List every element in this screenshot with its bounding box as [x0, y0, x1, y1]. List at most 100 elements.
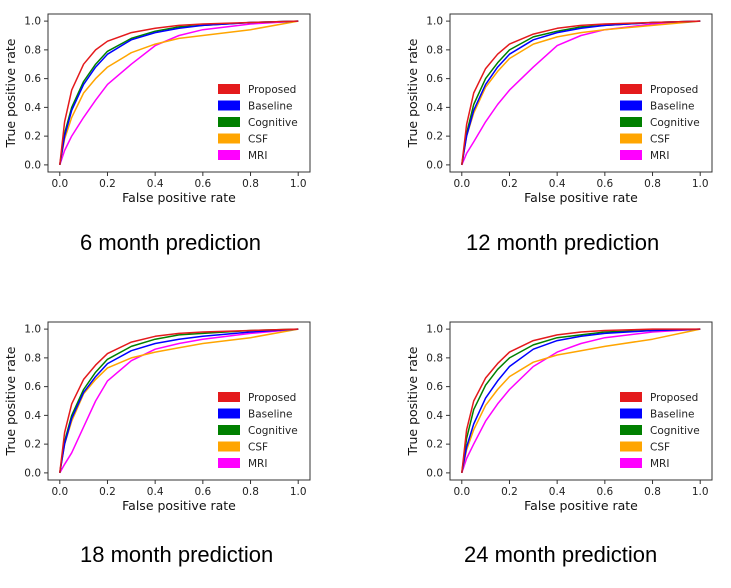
x-tick-label: 0.8 — [242, 486, 259, 498]
series-line-cognitive — [59, 328, 299, 474]
x-tick-label: 1.0 — [290, 486, 307, 498]
y-tick-label: 0.4 — [24, 102, 41, 114]
y-tick-label: 0.4 — [426, 102, 443, 114]
legend-swatch-cognitive — [620, 117, 642, 127]
series-line-mri — [461, 328, 701, 474]
caption-18-month: 18 month prediction — [80, 542, 274, 567]
x-axis-label: False positive rate — [122, 190, 236, 205]
roc-chart-6-month: 0.0 0.2 0.4 0.6 0.8 1.0 0.0 0.2 0.4 0.6 0.8 1.0 Fals… — [3, 13, 311, 205]
y-tick-label: 0.8 — [426, 352, 443, 364]
legend-swatch-csf — [620, 133, 642, 144]
series-line-proposed — [59, 328, 299, 473]
legend-swatch-csf — [620, 441, 642, 452]
series-line-baseline — [59, 20, 299, 166]
y-axis-label: True positive rate — [405, 38, 420, 148]
x-axis-label: False positive rate — [524, 498, 638, 513]
legend-label-proposed: Proposed — [248, 84, 296, 96]
legend-swatch-mri — [218, 150, 240, 160]
plot-frame — [449, 321, 713, 481]
x-tick-label: 1.0 — [692, 486, 709, 498]
legend-swatch-cognitive — [218, 425, 240, 435]
plot-frame — [47, 13, 311, 173]
series-line-baseline — [461, 20, 701, 166]
y-tick-label: 0.2 — [24, 439, 41, 451]
legend-swatch-proposed — [620, 84, 642, 94]
x-tick-label: 0.8 — [644, 178, 661, 190]
roc-chart-24-month: 0.0 0.2 0.4 0.6 0.8 1.0 0.0 0.2 0.4 0.6 0.8 1.0 Fals… — [405, 321, 713, 513]
x-tick-label: 0.2 — [501, 486, 518, 498]
series-line-csf — [461, 328, 701, 474]
legend-swatch-mri — [620, 458, 642, 468]
x-tick-label: 0.0 — [453, 486, 470, 498]
y-tick-label: 0.8 — [24, 352, 41, 364]
legend-label-mri: MRI — [248, 458, 267, 470]
x-tick-label: 0.0 — [51, 178, 68, 190]
series-line-mri — [59, 20, 299, 166]
y-tick-label: 0.6 — [426, 73, 443, 85]
legend-swatch-mri — [218, 458, 240, 468]
y-tick-label: 1.0 — [24, 16, 41, 28]
y-tick-label: 0.2 — [24, 131, 41, 143]
y-axis-label: True positive rate — [3, 38, 18, 148]
caption-12-month: 12 month prediction — [466, 230, 660, 255]
y-tick-label: 0.0 — [426, 467, 443, 479]
y-axis-label: True positive rate — [405, 346, 420, 456]
legend-label-csf: CSF — [650, 134, 670, 146]
roc-panel-6-month: 0.0 0.2 0.4 0.6 0.8 1.0 0.0 0.2 0.4 0.6 0.8 1.0 Fals… — [0, 0, 360, 280]
series-line-mri — [59, 328, 299, 474]
legend-label-cognitive: Cognitive — [650, 425, 700, 437]
series-line-proposed — [59, 20, 299, 165]
legend-swatch-baseline — [620, 100, 642, 111]
series-line-proposed — [461, 328, 701, 473]
x-axis-label: False positive rate — [122, 498, 236, 513]
legend-swatch-mri — [620, 150, 642, 160]
y-tick-label: 0.2 — [426, 439, 443, 451]
x-tick-label: 0.2 — [99, 486, 116, 498]
legend-swatch-proposed — [218, 84, 240, 94]
legend-label-proposed: Proposed — [650, 84, 698, 96]
legend-label-baseline: Baseline — [650, 409, 695, 421]
x-tick-label: 0.6 — [596, 178, 613, 190]
legend-swatch-proposed — [620, 392, 642, 402]
y-tick-label: 0.4 — [426, 410, 443, 422]
plot-frame — [449, 13, 713, 173]
legend-swatch-csf — [218, 133, 240, 144]
y-tick-label: 0.0 — [24, 467, 41, 479]
legend-swatch-cognitive — [218, 117, 240, 127]
legend-swatch-baseline — [620, 408, 642, 419]
legend-label-baseline: Baseline — [248, 409, 293, 421]
roc-chart-12-month: 0.0 0.2 0.4 0.6 0.8 1.0 0.0 0.2 0.4 0.6 0.8 1.0 Fals… — [405, 13, 713, 205]
series-line-baseline — [59, 328, 299, 474]
roc-panel-18-month: 0.0 0.2 0.4 0.6 0.8 1.0 0.0 0.2 0.4 0.6 0.8 1.0 Fals… — [0, 308, 360, 588]
x-tick-label: 0.2 — [99, 178, 116, 190]
series-line-cognitive — [461, 328, 701, 474]
legend-label-cognitive: Cognitive — [650, 117, 700, 129]
caption-6-month: 6 month prediction — [80, 230, 261, 255]
y-tick-label: 0.6 — [24, 381, 41, 393]
legend-swatch-cognitive — [620, 425, 642, 435]
x-tick-label: 1.0 — [290, 178, 307, 190]
legend-label-mri: MRI — [650, 150, 669, 162]
y-tick-label: 1.0 — [426, 324, 443, 336]
x-tick-label: 0.6 — [596, 486, 613, 498]
x-tick-label: 0.4 — [549, 486, 566, 498]
legend-label-cognitive: Cognitive — [248, 117, 298, 129]
legend-label-proposed: Proposed — [248, 392, 296, 404]
legend-swatch-baseline — [218, 100, 240, 111]
legend-swatch-csf — [218, 441, 240, 452]
legend-label-proposed: Proposed — [650, 392, 698, 404]
x-tick-label: 0.0 — [453, 178, 470, 190]
series-line-csf — [59, 20, 299, 166]
legend-label-baseline: Baseline — [248, 101, 293, 113]
x-tick-label: 0.4 — [549, 178, 566, 190]
y-tick-label: 1.0 — [426, 16, 443, 28]
y-tick-label: 0.6 — [426, 381, 443, 393]
caption-24-month: 24 month prediction — [464, 542, 658, 567]
y-tick-label: 1.0 — [24, 324, 41, 336]
legend-label-csf: CSF — [248, 134, 268, 146]
legend-label-cognitive: Cognitive — [248, 425, 298, 437]
roc-chart-18-month: 0.0 0.2 0.4 0.6 0.8 1.0 0.0 0.2 0.4 0.6 0.8 1.0 Fals… — [3, 321, 311, 513]
series-line-baseline — [461, 328, 701, 474]
legend-label-baseline: Baseline — [650, 101, 695, 113]
roc-panel-24-month: 0.0 0.2 0.4 0.6 0.8 1.0 0.0 0.2 0.4 0.6 0.8 1.0 Fals… — [402, 308, 731, 588]
